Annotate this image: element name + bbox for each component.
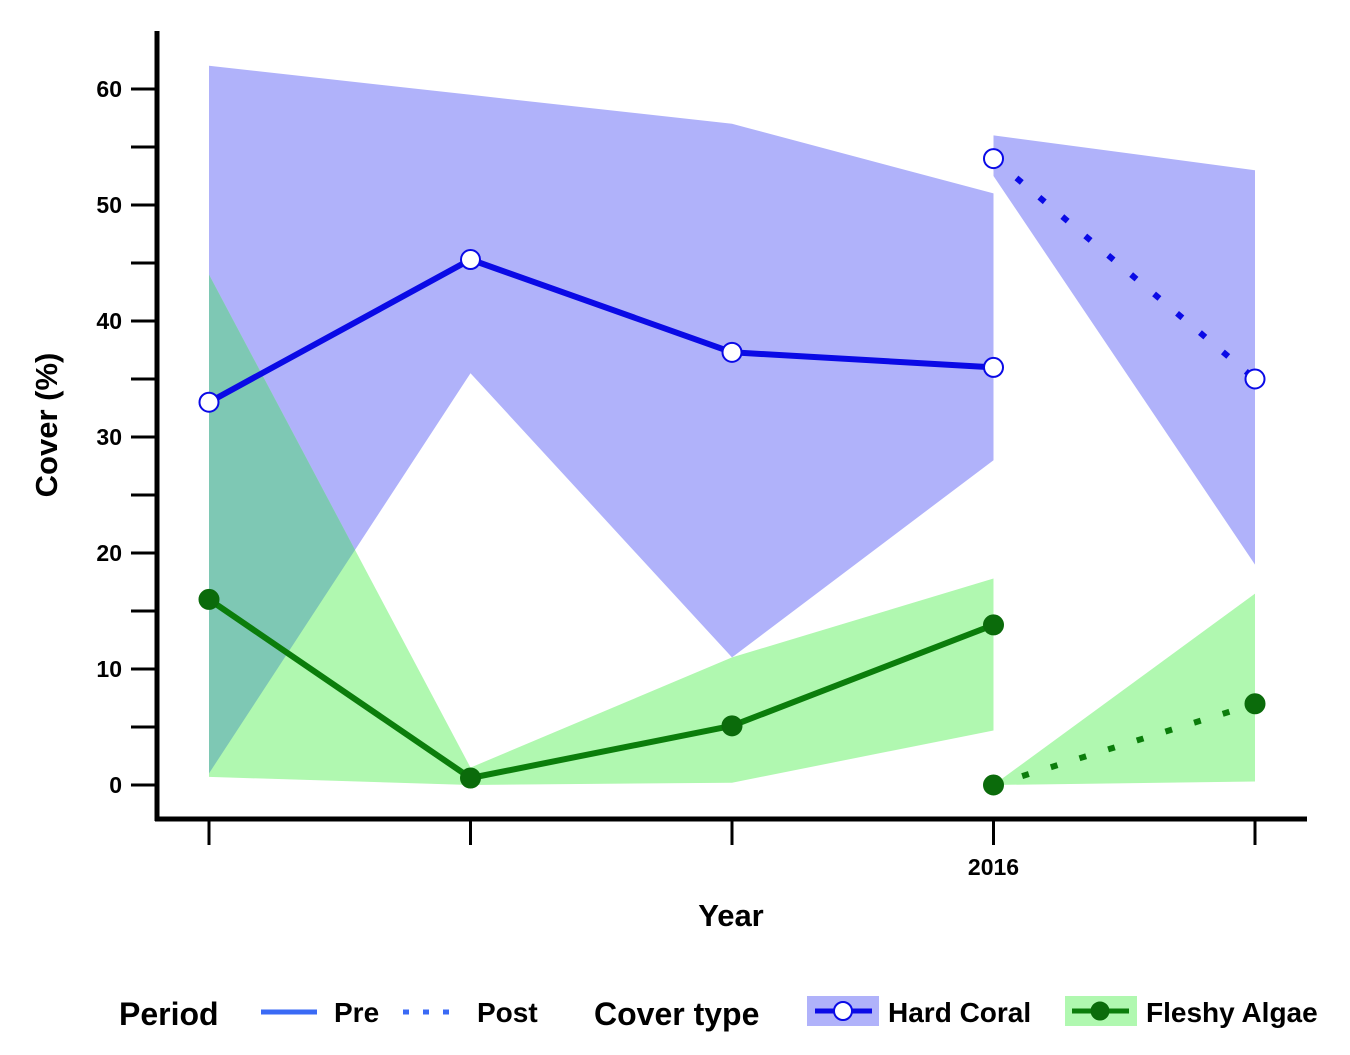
point-fleshy-algae-pre-3 bbox=[983, 614, 1004, 636]
legend-label-fleshy-algae: Fleshy Algae bbox=[1146, 997, 1318, 1028]
line-fleshy-algae-pre bbox=[207, 596, 995, 781]
point-hard-coral-pre-2 bbox=[721, 341, 743, 363]
point-fleshy-algae-post-1 bbox=[1244, 693, 1266, 715]
y-tick-label-30: 30 bbox=[96, 424, 122, 450]
legend-title-period: Period bbox=[119, 996, 219, 1032]
legend-label-hard-coral: Hard Coral bbox=[888, 997, 1031, 1028]
y-tick-label-60: 60 bbox=[96, 76, 122, 102]
y-tick-label-0: 0 bbox=[109, 772, 122, 798]
legend-label-pre: Pre bbox=[334, 997, 379, 1028]
point-hard-coral-pre-1 bbox=[460, 249, 481, 271]
line-hard-coral-pre bbox=[207, 256, 994, 405]
point-fleshy-algae-post-0 bbox=[983, 774, 1004, 796]
band-hard-coral-pre bbox=[209, 65, 994, 774]
y-axis-title: Cover (%) bbox=[29, 353, 64, 498]
y-tick-label-50: 50 bbox=[96, 192, 122, 218]
legend-title-cover-type: Cover type bbox=[594, 996, 759, 1032]
legend: Period Pre Post Cover type Hard Coral Fl… bbox=[119, 996, 1318, 1032]
legend-label-post: Post bbox=[477, 997, 538, 1028]
x-axis-title: Year bbox=[698, 898, 764, 933]
band-fleshy-algae-post bbox=[993, 593, 1255, 785]
y-tick-label-20: 20 bbox=[96, 540, 122, 566]
y-tick-label-40: 40 bbox=[96, 308, 122, 334]
y-tick-label-10: 10 bbox=[96, 656, 122, 682]
point-fleshy-algae-pre-2 bbox=[721, 715, 743, 737]
confidence-bands bbox=[209, 65, 1255, 785]
series-lines bbox=[207, 156, 1257, 788]
legend-key-hard-coral-point bbox=[833, 1001, 853, 1021]
point-fleshy-algae-pre-1 bbox=[460, 767, 481, 789]
band-fleshy-algae-pre bbox=[209, 274, 994, 785]
legend-key-fleshy-algae-point bbox=[1090, 1001, 1110, 1021]
point-hard-coral-post-1 bbox=[1244, 368, 1266, 390]
point-fleshy-algae-pre-0 bbox=[198, 588, 220, 610]
x-tick-label-4: 2016 bbox=[968, 854, 1019, 880]
series-points bbox=[198, 148, 1266, 796]
axes: 0 10 20 30 40 50 60 2016 bbox=[96, 31, 1307, 880]
point-hard-coral-pre-0 bbox=[198, 391, 220, 413]
point-hard-coral-post-0 bbox=[983, 148, 1004, 170]
band-hard-coral-post bbox=[993, 135, 1255, 565]
point-hard-coral-pre-3 bbox=[983, 356, 1004, 378]
